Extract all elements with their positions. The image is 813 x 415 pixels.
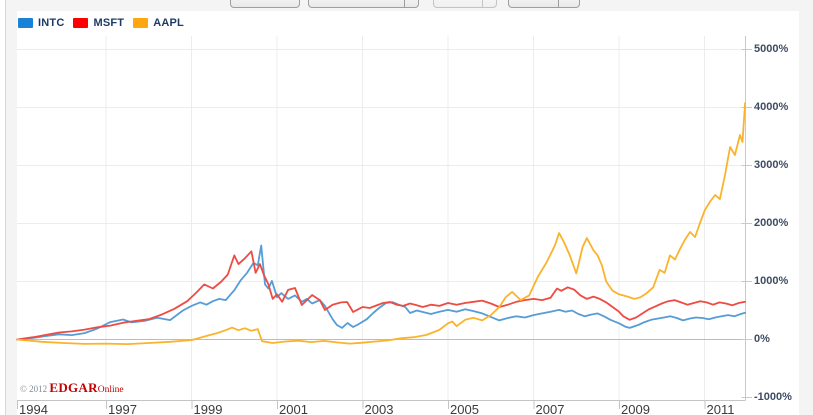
legend-swatch-AAPL [133, 18, 149, 28]
legend-swatch-MSFT [73, 18, 89, 28]
legend: INTC MSFT AAPL [18, 17, 193, 29]
x-axis-label-2007: 2007 [535, 402, 565, 415]
y-axis-label-5000: 5000% [754, 42, 789, 55]
legend-item-MSFT[interactable]: MSFT [73, 17, 124, 29]
legend-item-AAPL[interactable]: AAPL [133, 17, 184, 29]
copyright-prefix: © 2012 [20, 384, 50, 394]
series-line-INTC [16, 244, 746, 341]
y-axis-label-0: 0% [754, 332, 770, 345]
chart-card [17, 11, 799, 415]
y-axis-label--1000: -1000% [754, 390, 792, 403]
y-axis-label-2000: 2000% [754, 216, 789, 229]
y-axis-label-1000: 1000% [754, 274, 789, 287]
legend-label-MSFT: MSFT [93, 17, 125, 29]
x-axis-label-2009: 2009 [621, 402, 650, 415]
x-axis-label-2005: 2005 [450, 402, 479, 415]
toolbar-dropdown-2[interactable] [508, 0, 580, 8]
toolbar-dropdown-1[interactable] [308, 0, 419, 8]
toolbar-button-1[interactable] [230, 0, 300, 8]
legend-swatch-INTC [18, 18, 33, 28]
spinner-divider [482, 0, 483, 7]
left-gutter [6, 0, 17, 415]
y-axis-label-4000: 4000% [754, 100, 789, 113]
brand-online: Online [97, 385, 124, 395]
copyright: © 2012 EDGAROnline [20, 379, 124, 397]
dropdown-arrow-divider [558, 0, 559, 7]
y-axis-label-3000: 3000% [754, 158, 789, 171]
toolbar-spinner[interactable] [433, 0, 497, 8]
left-edge-divider [5, 0, 6, 415]
legend-label-INTC: INTC [38, 17, 65, 29]
legend-item-INTC[interactable]: INTC [18, 17, 64, 29]
x-axis-label-2003: 2003 [364, 402, 394, 415]
x-axis-label-2001: 2001 [279, 402, 308, 415]
legend-label-AAPL: AAPL [153, 17, 184, 29]
x-axis-label-1994: 1994 [19, 402, 48, 415]
brand-edgar: EDGAR [49, 380, 98, 395]
x-axis-label-1997: 1997 [108, 402, 137, 415]
series-line-AAPL [16, 102, 746, 346]
x-axis-label-2011: 2011 [706, 402, 735, 415]
dropdown-arrow-divider [404, 0, 405, 7]
right-gutter [799, 0, 813, 415]
series-line-MSFT [16, 250, 746, 341]
x-axis-label-1999: 1999 [193, 402, 223, 415]
